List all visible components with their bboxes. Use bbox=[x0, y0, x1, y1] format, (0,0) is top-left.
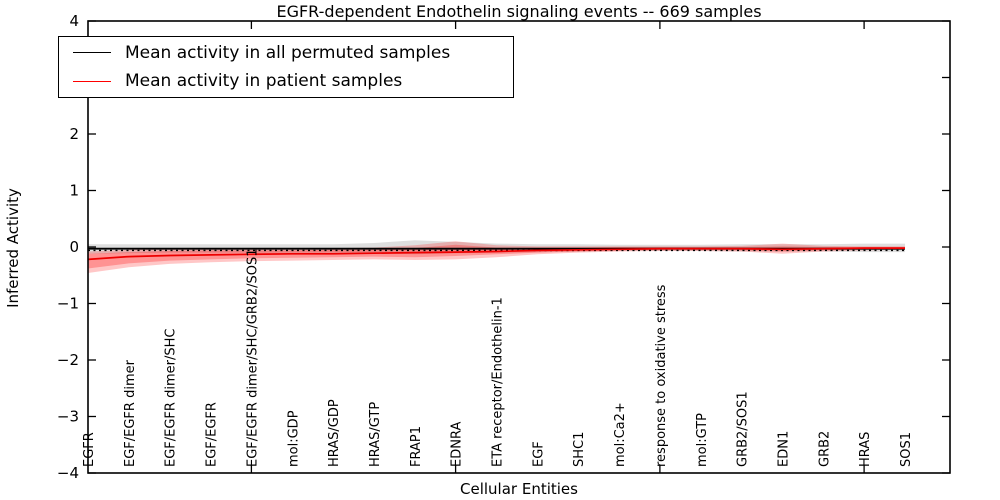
legend-label-patient: Mean activity in patient samples bbox=[125, 71, 403, 92]
x-category-label: EGF/EGFR bbox=[205, 402, 220, 467]
x-category-label: GRB2/SOS1 bbox=[736, 391, 751, 467]
y-tick-label: −3 bbox=[57, 408, 79, 426]
x-category-label: EGF/EGFR dimer/SHC/GRB2/SOS1 bbox=[245, 249, 260, 468]
x-category-label: GRB2 bbox=[817, 431, 832, 467]
y-tick-label: −2 bbox=[57, 351, 79, 369]
legend-item-patient: Mean activity in patient samples bbox=[59, 68, 513, 94]
x-category-label: mol:GTP bbox=[695, 413, 710, 467]
y-tick-label: 0 bbox=[69, 238, 79, 256]
y-tick-label: 1 bbox=[69, 182, 79, 200]
x-category-label: EDNRA bbox=[450, 422, 465, 467]
y-tick-label: −4 bbox=[57, 464, 79, 482]
x-category-label: EDN1 bbox=[777, 431, 792, 467]
x-category-label: SHC1 bbox=[572, 432, 587, 467]
line-mean-activity-in-patient-samples bbox=[87, 247, 905, 261]
legend-line-patient-swatch bbox=[73, 80, 111, 82]
y-tick-label: −1 bbox=[57, 295, 79, 313]
x-category-label: HRAS bbox=[858, 432, 873, 467]
x-category-label: response to oxidative stress bbox=[654, 284, 669, 467]
y-tick-label: 4 bbox=[69, 12, 79, 30]
x-category-label: EGF/EGFR dimer bbox=[123, 359, 138, 467]
x-category-label: mol:Ca2+ bbox=[613, 402, 628, 467]
x-category-label: ETA receptor/Endothelin-1 bbox=[491, 297, 506, 467]
chart-title: EGFR-dependent Endothelin signaling even… bbox=[276, 2, 762, 21]
legend-label-permuted: Mean activity in all permuted samples bbox=[125, 42, 451, 63]
legend: Mean activity in all permuted samples Me… bbox=[58, 36, 514, 98]
x-category-label: EGF/EGFR dimer/SHC bbox=[164, 329, 179, 467]
x-category-label: HRAS/GDP bbox=[327, 399, 342, 467]
legend-line-permuted-swatch bbox=[73, 52, 111, 54]
x-category-label: FRAP1 bbox=[409, 426, 424, 467]
x-category-label: EGFR bbox=[82, 432, 97, 467]
x-axis-label: Cellular Entities bbox=[460, 480, 578, 498]
x-category-label: EGF bbox=[531, 441, 546, 467]
x-category-label: mol:GDP bbox=[286, 410, 301, 467]
legend-item-permuted: Mean activity in all permuted samples bbox=[59, 40, 513, 66]
x-category-label: SOS1 bbox=[899, 432, 914, 467]
x-category-label: HRAS/GTP bbox=[368, 402, 383, 467]
y-tick-label: 2 bbox=[69, 125, 79, 143]
